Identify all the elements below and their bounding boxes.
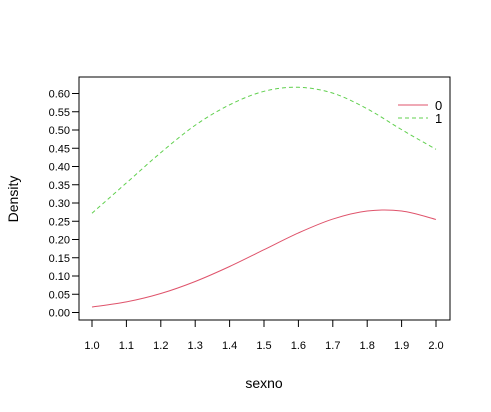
y-tick-label: 0.50	[49, 125, 70, 137]
y-tick-label: 0.25	[49, 216, 70, 228]
x-tick-label: 2.0	[428, 340, 443, 352]
y-tick-label: 0.55	[49, 107, 70, 119]
series-layer	[91, 86, 437, 308]
x-tick-label: 1.2	[153, 340, 168, 352]
y-axis: 0.00 0.05 0.10 0.15 0.20 0.25 0.30 0.35 0.40 0.45…	[49, 89, 80, 320]
plot-frame	[78, 76, 451, 321]
legend-label-0: 0	[435, 98, 442, 113]
y-tick-label: 0.30	[49, 198, 70, 210]
series-line-1	[91, 86, 437, 214]
y-tick-label: 0.40	[49, 162, 70, 174]
y-tick-label: 0.20	[49, 235, 70, 247]
series-line-0	[91, 209, 437, 308]
y-axis-title: Density	[5, 176, 21, 223]
x-tick-label: 1.6	[291, 340, 306, 352]
x-tick-label: 1.1	[119, 340, 134, 352]
y-tick-label: 0.05	[49, 289, 70, 301]
x-tick-label: 1.9	[394, 340, 409, 352]
y-tick-label: 0.00	[49, 308, 70, 320]
x-tick-label: 1.5	[256, 340, 271, 352]
legend-label-1: 1	[435, 111, 442, 126]
x-tick-label: 1.7	[325, 340, 340, 352]
y-tick-label: 0.10	[49, 271, 70, 283]
x-axis-title: sexno	[245, 375, 283, 391]
x-tick-label: 1.4	[222, 340, 237, 352]
y-tick-label: 0.35	[49, 180, 70, 192]
x-tick-label: 1.3	[188, 340, 203, 352]
x-tick-label: 1.0	[84, 340, 99, 352]
y-tick-label: 0.15	[49, 253, 70, 265]
y-tick-label: 0.45	[49, 143, 70, 155]
legend: 01	[398, 98, 442, 126]
x-axis: 1.0 1.1 1.2 1.3 1.4 1.5 1.6 1.7 1.8 1.9 2.0	[84, 319, 444, 352]
x-tick-label: 1.8	[360, 340, 375, 352]
y-tick-label: 0.60	[49, 89, 70, 101]
